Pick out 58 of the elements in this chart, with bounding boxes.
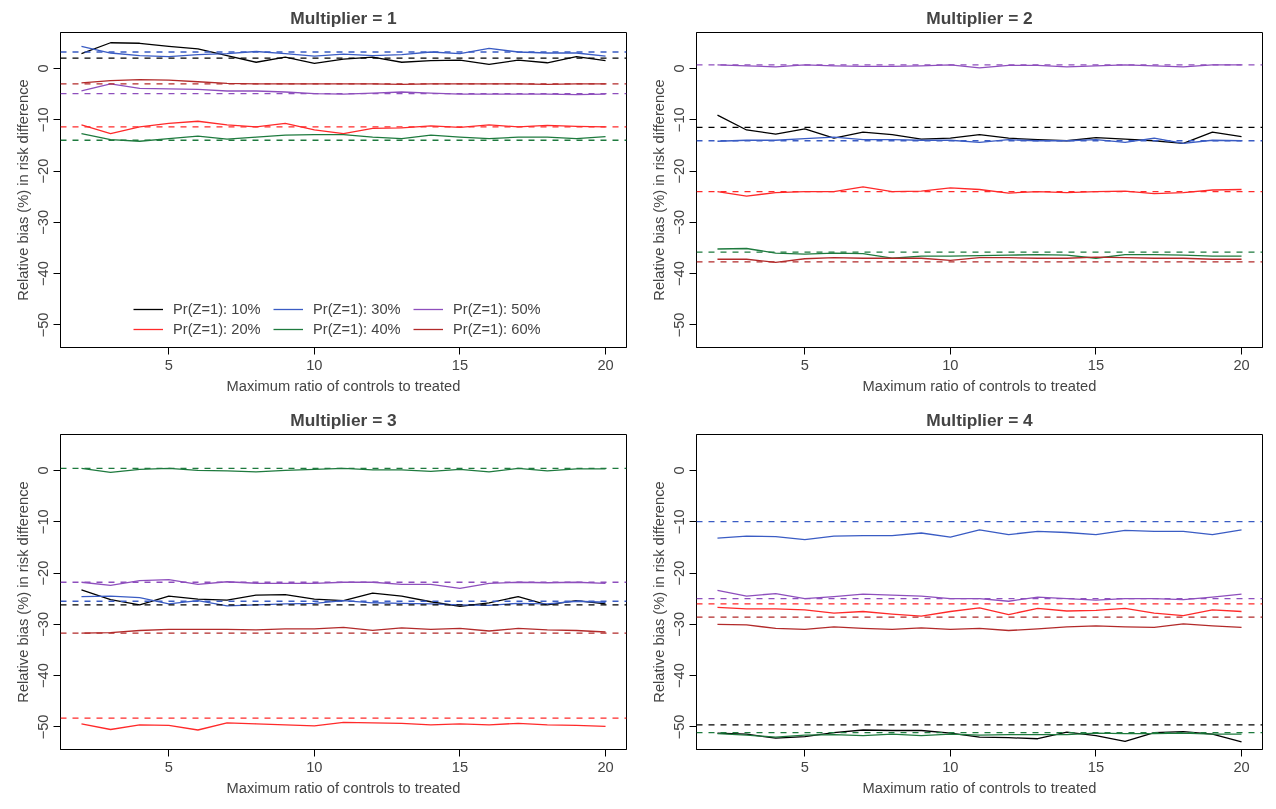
y-tick-label: −30	[671, 209, 688, 235]
y-tick-label: −20	[671, 560, 688, 586]
x-tick-label: 20	[1233, 356, 1250, 373]
y-tick-label: −40	[671, 663, 688, 689]
legend-label: Pr(Z=1): 10%	[173, 301, 262, 317]
x-axis-title: Maximum ratio of controls to treated	[862, 779, 1097, 796]
chart-title: Multiplier = 4	[926, 409, 1034, 430]
y-tick-label: −20	[35, 158, 52, 184]
x-tick-label: 10	[306, 758, 323, 775]
y-tick-label: −10	[671, 509, 688, 535]
y-tick-label: −50	[35, 312, 52, 338]
y-tick-label: −50	[671, 312, 688, 338]
legend-label: Pr(Z=1): 30%	[313, 301, 402, 317]
y-tick-label: −40	[671, 261, 688, 287]
y-tick-label: −20	[671, 158, 688, 184]
y-tick-label: −40	[35, 663, 52, 689]
y-tick-label: −40	[35, 261, 52, 287]
x-tick-label: 20	[597, 356, 614, 373]
y-tick-label: −20	[35, 560, 52, 586]
x-axis-title: Maximum ratio of controls to treated	[226, 779, 461, 796]
legend-label: Pr(Z=1): 20%	[173, 321, 262, 337]
x-tick-label: 15	[1087, 758, 1105, 775]
x-tick-label: 20	[597, 758, 614, 775]
x-tick-label: 10	[942, 356, 959, 373]
chart-title: Multiplier = 3	[290, 409, 398, 430]
y-axis-title: Relative bias (%) in risk difference	[650, 79, 667, 301]
x-tick-label: 10	[942, 758, 959, 775]
y-tick-label: −30	[671, 611, 688, 637]
y-tick-label: −50	[671, 714, 688, 740]
y-axis-title: Relative bias (%) in risk difference	[650, 481, 667, 703]
legend-label: Pr(Z=1): 60%	[453, 321, 542, 337]
x-tick-label: 5	[800, 356, 809, 373]
y-tick-label: 0	[35, 64, 52, 73]
y-tick-label: −50	[35, 714, 52, 740]
y-tick-label: 0	[671, 466, 688, 475]
x-tick-label: 15	[1087, 356, 1105, 373]
x-tick-label: 20	[1233, 758, 1250, 775]
x-tick-label: 15	[451, 758, 469, 775]
x-tick-label: 5	[164, 758, 173, 775]
x-tick-label: 5	[164, 356, 173, 373]
y-tick-label: −10	[35, 509, 52, 535]
legend-label: Pr(Z=1): 40%	[313, 321, 402, 337]
x-tick-label: 10	[306, 356, 323, 373]
y-tick-label: −10	[35, 107, 52, 133]
x-axis-title: Maximum ratio of controls to treated	[226, 377, 461, 394]
y-axis-title: Relative bias (%) in risk difference	[14, 481, 31, 703]
chart-title: Multiplier = 2	[926, 7, 1033, 28]
y-tick-label: −10	[671, 107, 688, 133]
x-tick-label: 15	[451, 356, 469, 373]
y-tick-label: −30	[35, 209, 52, 235]
y-axis-title: Relative bias (%) in risk difference	[14, 79, 31, 301]
x-tick-label: 5	[800, 758, 809, 775]
x-axis-title: Maximum ratio of controls to treated	[862, 377, 1097, 394]
chart-title: Multiplier = 1	[290, 7, 398, 28]
legend-label: Pr(Z=1): 50%	[453, 301, 542, 317]
y-tick-label: −30	[35, 611, 52, 637]
y-tick-label: 0	[35, 466, 52, 475]
y-tick-label: 0	[671, 64, 688, 73]
